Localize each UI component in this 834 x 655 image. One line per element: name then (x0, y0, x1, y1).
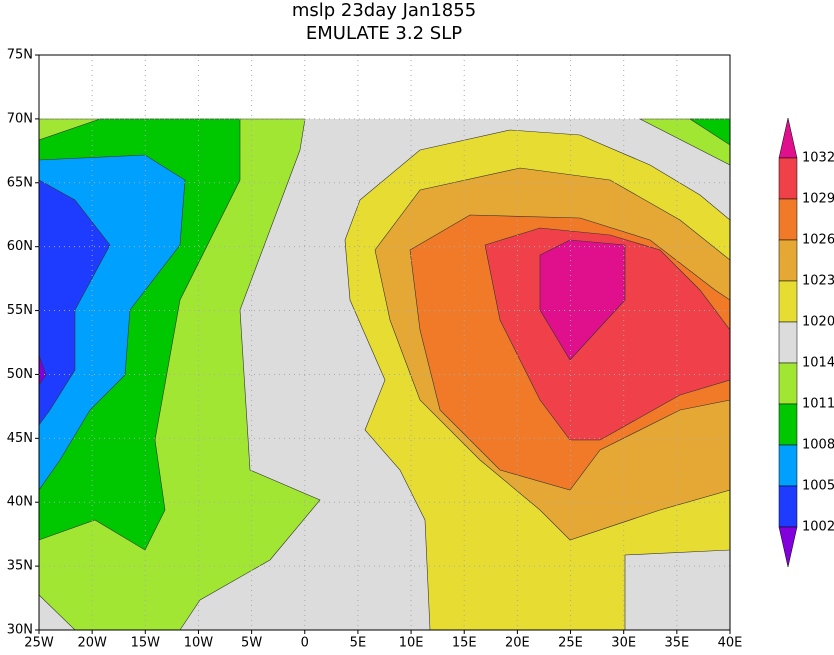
colorbar-box (778, 239, 798, 282)
colorbar-arrow (778, 526, 798, 568)
colorbar-box (778, 280, 798, 323)
colorbar-box (778, 403, 798, 446)
x-tick-label: 25W (24, 636, 54, 651)
contour-area (38, 179, 111, 426)
axis-labels: 25W 20W 15W 10W 5W 0 5E 10E 15E 20E 25E 30E 35E 40E 30… (7, 48, 743, 651)
colorbar-label: 1032 (802, 151, 834, 166)
colorbar-label: 1023 (802, 274, 834, 289)
colorbar-label: 1029 (802, 192, 834, 207)
title-line: mslp 23day Jan1855 (292, 0, 476, 21)
colorbar-label: 1008 (802, 438, 834, 453)
x-tick-label: 5E (350, 636, 367, 651)
x-tick-label: 5W (241, 636, 262, 651)
colorbar-box (778, 198, 798, 241)
y-tick-label: 40N (7, 495, 33, 510)
y-tick-label: 50N (7, 367, 33, 382)
colorbar: 1032 1029 1026 1023 1020 1014 1011 1008 1005 1002 (778, 117, 834, 568)
x-tick-label: 10E (399, 636, 424, 651)
contour-area (539, 239, 626, 361)
colorbar-box (778, 321, 798, 364)
x-tick-label: 10W (184, 636, 214, 651)
map-frame (38, 54, 731, 631)
x-tick-label: 15W (131, 636, 161, 651)
x-tick-label: 20E (505, 636, 530, 651)
colorbar-box (778, 485, 798, 528)
y-tick-label: 70N (7, 111, 33, 126)
colorbar-box (778, 444, 798, 487)
y-tick-label: 35N (7, 559, 33, 574)
y-tick-label: 30N (7, 623, 33, 638)
y-tick-label: 45N (7, 431, 33, 446)
x-tick-label: 20W (77, 636, 107, 651)
y-tick-label: 75N (7, 48, 33, 63)
x-tick-label: 40E (718, 636, 743, 651)
colorbar-label: 1002 (802, 520, 834, 535)
colorbar-box (778, 157, 798, 200)
x-tick-label: 0 (301, 636, 309, 651)
x-tick-label: 15E (452, 636, 477, 651)
x-tick-label: 35E (664, 636, 689, 651)
colorbar-box (778, 362, 798, 405)
colorbar-label: 1011 (802, 397, 834, 412)
graticule (39, 55, 730, 630)
y-tick-label: 55N (7, 303, 33, 318)
x-tick-label: 25E (558, 636, 583, 651)
colorbar-arrow (778, 117, 798, 159)
title-line: EMULATE 3.2 SLP (306, 23, 462, 44)
colorbar-label: 1014 (802, 356, 834, 371)
y-tick-label: 65N (7, 175, 33, 190)
y-tick-label: 60N (7, 239, 33, 254)
colorbar-label: 1026 (802, 233, 834, 248)
x-tick-label: 30E (611, 636, 636, 651)
colorbar-label: 1020 (802, 315, 834, 330)
colorbar-label: 1005 (802, 479, 834, 494)
